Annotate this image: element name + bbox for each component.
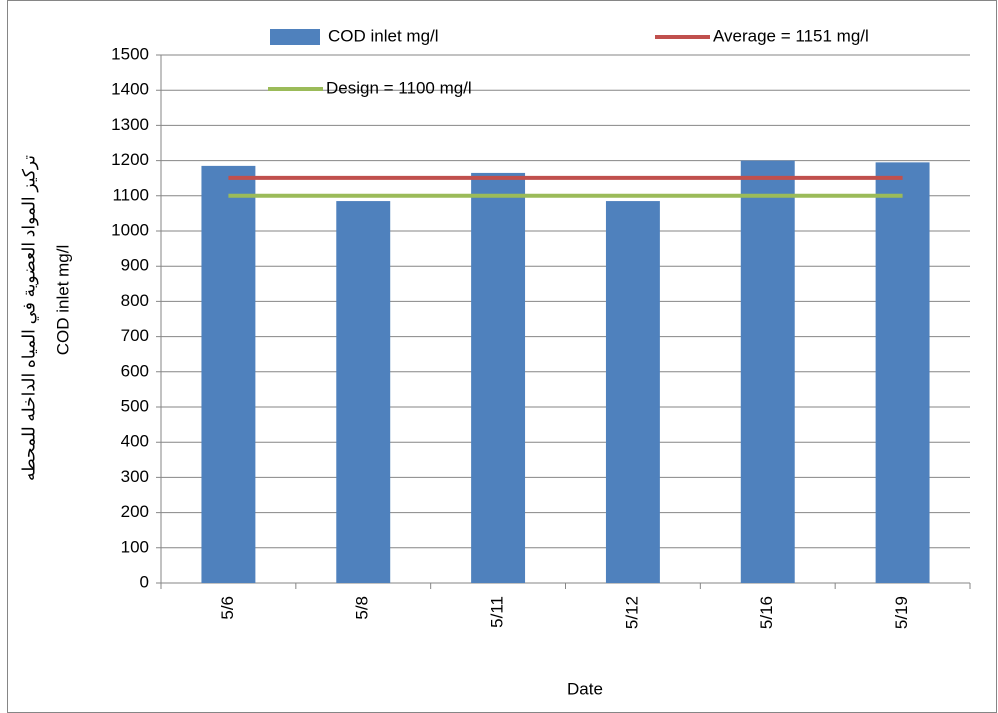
y-tick-label: 1300: [111, 115, 149, 134]
y-axis-label: تركيز المواد العضوية في المياه الداخله ل…: [19, 155, 39, 481]
y-tick-label: 1200: [111, 150, 149, 169]
bar: [740, 160, 795, 583]
x-tick-label: 5/8: [353, 596, 372, 620]
y-tick-label: 200: [121, 502, 149, 521]
legend-label: Average = 1151 mg/l: [713, 26, 869, 45]
x-tick-label: 5/11: [488, 596, 507, 628]
y-tick-label: 600: [121, 361, 149, 380]
x-tick-label: 5/12: [622, 596, 641, 629]
y-tick-label: 1100: [112, 185, 149, 204]
y-tick-label: 300: [121, 467, 149, 486]
y-tick-label: 800: [121, 291, 149, 310]
bar: [471, 172, 526, 584]
x-tick-label: 5/6: [218, 596, 237, 620]
x-axis-label: Date: [567, 679, 603, 698]
y-tick-label: 0: [140, 572, 149, 591]
y-tick-label: 1500: [111, 44, 149, 63]
y-tick-label: 400: [121, 432, 149, 451]
y-tick-label: 1400: [111, 80, 149, 99]
y-tick-label: 500: [121, 396, 149, 415]
x-tick-label: 5/16: [757, 596, 776, 629]
bar: [201, 165, 256, 583]
y-tick-label: 1000: [111, 220, 149, 239]
bar: [336, 201, 391, 583]
x-tick-label: 5/19: [892, 596, 911, 629]
legend-label: COD inlet mg/l: [328, 26, 439, 45]
legend-label: Design = 1100 mg/l: [326, 78, 472, 97]
y-tick-label: 700: [121, 326, 149, 345]
y-tick-label: 900: [121, 256, 149, 275]
y-tick-label: 100: [121, 537, 149, 556]
bar: [605, 201, 660, 583]
legend-swatch: [270, 29, 320, 45]
bar: [875, 162, 930, 584]
y-axis-label: COD inlet mg/l: [53, 245, 72, 356]
